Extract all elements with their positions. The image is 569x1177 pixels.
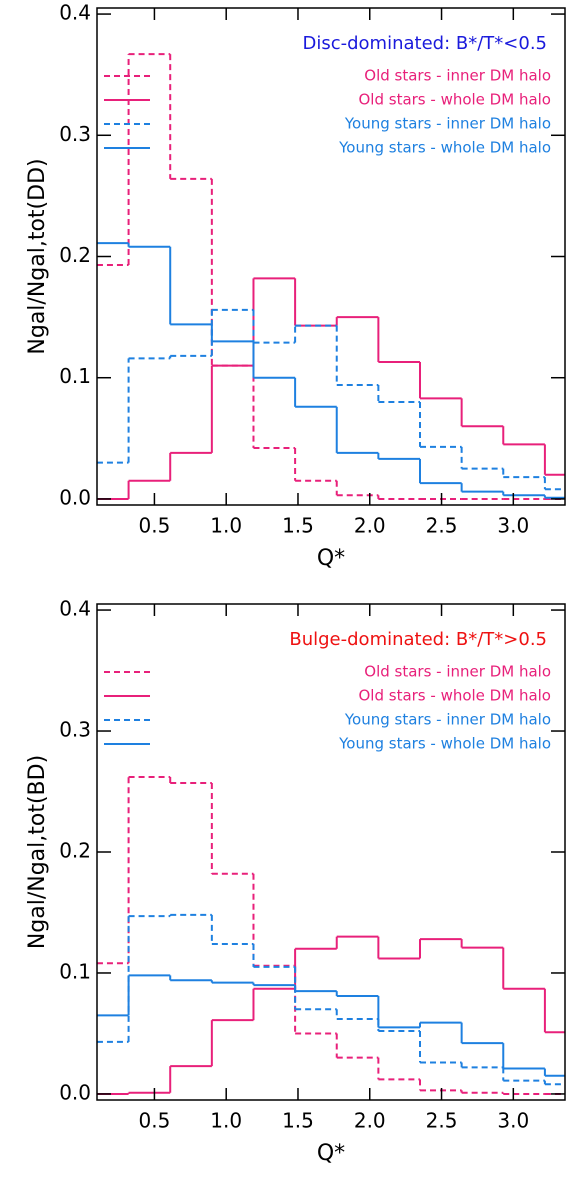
annotation: Disc-dominated: B*/T*<0.5 [302, 33, 547, 54]
x-tick-label: 1.0 [210, 1109, 242, 1133]
y-tick-label: 0.3 [59, 122, 91, 146]
x-axis-label: Q* [317, 546, 345, 571]
y-axis-label: Ngal/Ngal,tot(DD) [25, 158, 50, 354]
legend-label: Young stars - whole DM halo [338, 139, 551, 157]
y-tick-label: 0.1 [59, 959, 91, 983]
x-tick-label: 2.5 [426, 514, 458, 538]
legend-label: Old stars - whole DM halo [358, 687, 551, 705]
legend-label: Young stars - inner DM halo [344, 711, 551, 729]
x-tick-label: 2.5 [426, 1109, 458, 1133]
y-tick-label: 0.0 [59, 1080, 91, 1104]
y-tick-label: 0.2 [59, 243, 91, 267]
legend-label: Young stars - inner DM halo [344, 115, 551, 133]
x-tick-label: 0.5 [139, 514, 171, 538]
y-tick-label: 0.1 [59, 364, 91, 388]
x-tick-label: 1.5 [282, 514, 314, 538]
x-tick-label: 2.0 [354, 1109, 386, 1133]
legend-label: Old stars - inner DM halo [364, 67, 551, 85]
y-axis-label: Ngal/Ngal,tot(BD) [25, 755, 50, 949]
y-tick-label: 0.4 [59, 1, 91, 25]
x-tick-label: 1.5 [282, 1109, 314, 1133]
annotation: Bulge-dominated: B*/T*>0.5 [289, 629, 547, 650]
y-tick-label: 0.4 [59, 597, 91, 621]
x-tick-label: 1.0 [210, 514, 242, 538]
legend-label: Old stars - whole DM halo [358, 91, 551, 109]
legend-label: Old stars - inner DM halo [364, 663, 551, 681]
plot-area [97, 775, 565, 1095]
y-tick-label: 0.0 [59, 485, 91, 509]
x-tick-label: 3.0 [497, 514, 529, 538]
legend-label: Young stars - whole DM halo [338, 735, 551, 753]
y-tick-label: 0.3 [59, 718, 91, 742]
x-tick-label: 0.5 [139, 1109, 171, 1133]
x-axis-label: Q* [317, 1141, 345, 1166]
x-tick-label: 2.0 [354, 514, 386, 538]
x-tick-label: 3.0 [497, 1109, 529, 1133]
y-tick-label: 0.2 [59, 839, 91, 863]
